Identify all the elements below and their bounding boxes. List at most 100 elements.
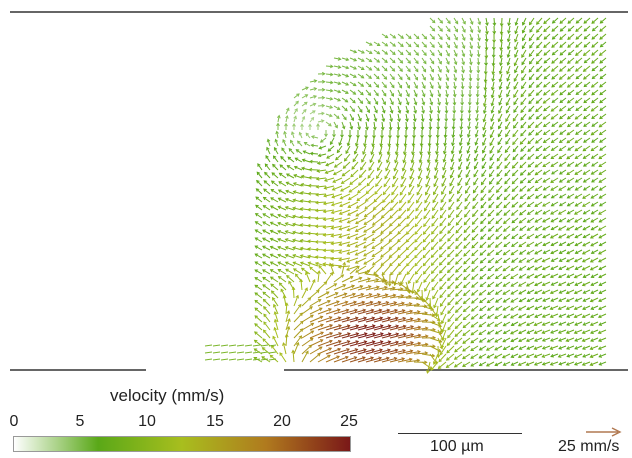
- vector-arrow: [472, 250, 478, 256]
- vector-arrow: [391, 194, 398, 203]
- vector-arrow: [302, 307, 312, 314]
- vector-arrow: [448, 274, 454, 281]
- vector-arrow: [358, 302, 373, 306]
- vector-arrow: [537, 26, 542, 32]
- vector-arrow: [408, 194, 414, 203]
- vector-arrow: [415, 234, 422, 242]
- vector-arrow: [364, 226, 374, 232]
- vector-arrow: [391, 202, 399, 210]
- vector-arrow: [349, 194, 358, 200]
- vector-arrow: [464, 250, 470, 256]
- vector-arrow: [423, 258, 430, 266]
- vector-arrow: [447, 354, 454, 360]
- vector-arrow: [221, 345, 228, 346]
- vector-arrow: [372, 242, 382, 249]
- reference-arrow-label: 25 mm/s: [558, 438, 619, 456]
- vector-arrow: [342, 170, 350, 176]
- vector-arrow: [464, 290, 470, 296]
- vector-arrow: [496, 202, 502, 208]
- vector-arrow: [366, 310, 382, 314]
- vector-arrow: [364, 234, 374, 240]
- vector-arrow: [390, 210, 398, 218]
- vector-arrow: [350, 310, 365, 314]
- vector-arrow: [383, 194, 390, 202]
- vector-arrow: [310, 290, 319, 298]
- vector-arrow: [464, 234, 470, 240]
- vector-arrow: [261, 352, 268, 353]
- vector-arrow: [456, 290, 462, 296]
- vector-arrow: [456, 274, 462, 280]
- reference-arrow-icon: [584, 425, 624, 439]
- vector-arrow: [456, 298, 462, 304]
- vector-arrow: [374, 358, 389, 362]
- vector-arrow: [472, 218, 478, 224]
- vector-arrow: [425, 282, 430, 291]
- vector-arrow: [365, 210, 375, 217]
- vector-arrow: [431, 242, 438, 250]
- vector-arrow: [367, 178, 374, 186]
- vector-arrow: [358, 186, 366, 193]
- vector-arrow: [520, 162, 526, 168]
- vector-arrow: [264, 322, 270, 330]
- vector-arrow: [334, 275, 344, 282]
- vector-arrow: [456, 282, 462, 288]
- vector-arrow: [334, 341, 350, 346]
- vector-arrow: [373, 218, 382, 225]
- vector-arrow: [229, 352, 236, 353]
- vector-arrow: [356, 210, 366, 216]
- vector-arrow: [440, 242, 447, 249]
- vector-arrow: [438, 346, 439, 357]
- vector-arrow: [423, 234, 430, 242]
- vector-arrow: [336, 154, 342, 160]
- vector-arrow: [449, 210, 455, 218]
- vector-arrow: [448, 218, 454, 226]
- vector-arrow: [255, 324, 262, 330]
- vector-arrow: [456, 266, 462, 272]
- vector-arrows: [205, 18, 606, 373]
- colorbar-title: velocity (mm/s): [110, 386, 224, 406]
- vector-arrow: [359, 178, 366, 185]
- vector-arrow: [302, 298, 311, 306]
- vector-arrow: [390, 318, 405, 322]
- vector-arrow: [237, 359, 244, 360]
- vector-arrow: [389, 250, 398, 258]
- vector-arrow: [389, 242, 398, 249]
- vector-arrow: [343, 162, 350, 168]
- vector-arrow: [407, 258, 415, 266]
- vector-arrow: [334, 334, 350, 339]
- vector-arrow: [415, 226, 422, 234]
- vector-arrow: [381, 234, 390, 241]
- vector-arrow: [213, 352, 220, 353]
- vector-arrow: [270, 355, 278, 362]
- vector-arrow: [375, 186, 382, 194]
- vector-arrow: [364, 218, 374, 224]
- vector-arrow: [318, 282, 327, 290]
- vector-arrow: [406, 250, 414, 258]
- vector-arrow: [423, 242, 430, 250]
- vector-arrow: [440, 290, 446, 298]
- vector-arrow: [432, 210, 438, 218]
- vector-arrow: [245, 359, 252, 360]
- vector-arrow: [381, 218, 390, 226]
- vector-arrow: [205, 359, 212, 360]
- vector-arrow: [448, 250, 454, 257]
- vector-arrow: [448, 226, 454, 233]
- vector-arrow: [245, 345, 252, 346]
- vector-arrow: [415, 242, 422, 250]
- vector-arrow: [488, 210, 494, 216]
- vector-arrow: [342, 349, 358, 354]
- vector-arrow: [382, 210, 391, 218]
- vector-arrow: [440, 298, 446, 306]
- vector-arrow: [416, 274, 422, 283]
- vector-arrow: [390, 258, 398, 266]
- colorbar-tick-5: 5: [76, 413, 85, 431]
- vector-arrow: [455, 330, 462, 336]
- vector-arrow: [399, 210, 407, 219]
- vector-arrow: [463, 322, 470, 328]
- vector-arrow: [350, 357, 365, 362]
- vector-arrow: [373, 258, 382, 265]
- vector-arrow: [342, 310, 357, 314]
- vector-arrow: [384, 178, 390, 187]
- vector-arrow: [271, 284, 278, 290]
- vector-arrow: [364, 258, 374, 264]
